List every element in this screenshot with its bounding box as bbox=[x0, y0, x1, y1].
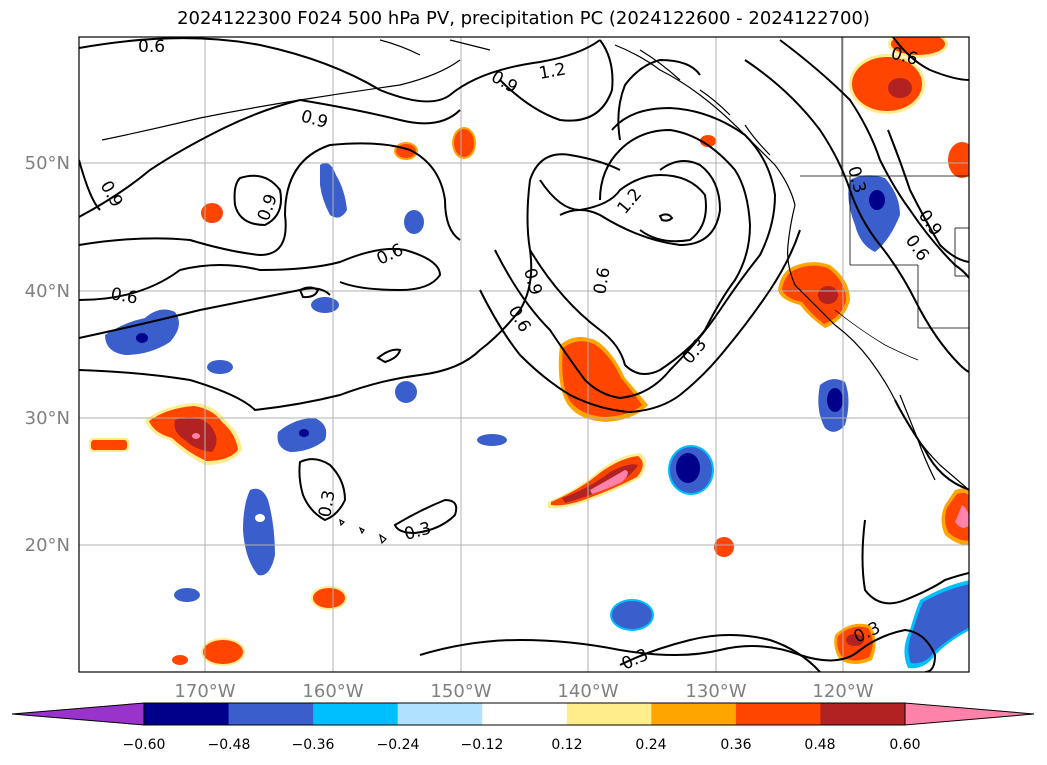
colorbar-segment bbox=[566, 703, 652, 725]
precip-negative-southeast bbox=[904, 580, 969, 669]
precip-positive-small-8 bbox=[172, 655, 188, 665]
lon-tick-label: 120°W bbox=[812, 681, 873, 702]
precip-positive-se bbox=[941, 488, 969, 546]
precip-positive-small-3 bbox=[201, 203, 223, 223]
precip-positive-small-2 bbox=[452, 127, 476, 159]
colorbar-tick-label: −0.60 bbox=[123, 737, 166, 753]
colorbar-tick-label: 0.24 bbox=[635, 737, 666, 753]
colorbar-tick-label: 0.12 bbox=[551, 737, 582, 753]
precip-negative-subtropical bbox=[668, 445, 714, 495]
map-gridlines bbox=[79, 37, 969, 672]
contour-label: 0.3 bbox=[315, 489, 339, 519]
colorbar: −0.60 −0.48 −0.36 −0.24 −0.12 0.12 0.24 … bbox=[11, 702, 1035, 753]
lat-tick-label: 30°N bbox=[25, 408, 70, 429]
colorbar-tick-label: −0.12 bbox=[461, 737, 504, 753]
precip-positive-small-7 bbox=[201, 638, 245, 666]
colorbar-segment bbox=[397, 703, 483, 725]
colorbar-frame bbox=[143, 702, 906, 726]
colorbar-tick-label: 0.36 bbox=[720, 737, 751, 753]
precip-negative-coast-mid bbox=[818, 379, 849, 432]
colorbar-tick-label: 0.60 bbox=[889, 737, 920, 753]
plot-area bbox=[79, 37, 969, 672]
precip-positive-east-edge bbox=[948, 142, 969, 178]
precip-positive-small-6 bbox=[311, 586, 347, 610]
colorbar-segment bbox=[144, 703, 230, 725]
map-title: 2024122300 F024 500 hPa PV, precipitatio… bbox=[177, 8, 870, 29]
precip-positive-small-1 bbox=[394, 142, 418, 160]
lon-tick-label: 140°W bbox=[557, 681, 618, 702]
colorbar-extend-low bbox=[11, 702, 145, 726]
plot-frame bbox=[78, 36, 970, 673]
colorbar-extend-high bbox=[904, 702, 1035, 726]
political-boundaries bbox=[800, 37, 969, 361]
colorbar-tick-label: −0.48 bbox=[208, 737, 251, 753]
precip-positive-california bbox=[778, 262, 850, 328]
colorbar-segment bbox=[228, 703, 314, 725]
precip-positive-small-4 bbox=[700, 135, 716, 147]
lat-tick-label: 40°N bbox=[25, 281, 70, 302]
colorbar-segment bbox=[735, 703, 821, 725]
contour-label: 0.6 bbox=[109, 284, 139, 308]
precip-negative-small-c bbox=[395, 381, 417, 403]
colorbar-tick-label: 0.48 bbox=[804, 737, 835, 753]
precip-negative-small-d bbox=[477, 434, 507, 446]
contour-label: 1.2 bbox=[537, 60, 567, 84]
lat-tick-label: 50°N bbox=[25, 153, 70, 174]
precip-positive-s-coast bbox=[834, 623, 876, 664]
colorbar-tick-label: −0.24 bbox=[377, 737, 420, 753]
colorbar-segment bbox=[482, 703, 568, 725]
colorbar-tick-label: −0.36 bbox=[292, 737, 335, 753]
lon-tick-label: 130°W bbox=[685, 681, 746, 702]
colorbar-segment bbox=[820, 703, 906, 725]
contour-label: 0.6 bbox=[138, 37, 165, 57]
precip-negative-west bbox=[105, 309, 179, 355]
colorbar-segments bbox=[144, 703, 906, 725]
precip-positive-far-west bbox=[89, 438, 129, 452]
precip-positive-small-5 bbox=[714, 537, 734, 557]
colorbar-segment bbox=[651, 703, 737, 725]
precip-negative-south bbox=[610, 599, 654, 631]
colorbar-segment bbox=[313, 703, 399, 725]
lon-tick-label: 150°W bbox=[430, 681, 491, 702]
colorbar-ticks: −0.60 −0.48 −0.36 −0.24 −0.12 0.12 0.24 … bbox=[123, 737, 921, 753]
precip-fields bbox=[89, 37, 969, 669]
lat-tick-label: 20°N bbox=[25, 535, 70, 556]
precip-negative-small-e bbox=[174, 588, 200, 602]
contour-label: 0.6 bbox=[590, 266, 614, 296]
precip-positive-ne bbox=[849, 54, 925, 114]
precip-positive-subtropical-band bbox=[548, 453, 646, 509]
lon-tick-label: 170°W bbox=[174, 681, 235, 702]
precip-negative-mid bbox=[277, 418, 327, 452]
precip-negative-nw-2 bbox=[404, 210, 424, 234]
precip-negative-small-b bbox=[207, 360, 233, 374]
precip-negative-hawaii-line bbox=[243, 488, 275, 576]
lat-axis: 50°N 40°N 30°N 20°N bbox=[25, 153, 70, 556]
precip-negative-small-a bbox=[311, 297, 339, 313]
lon-tick-label: 160°W bbox=[302, 681, 363, 702]
precip-negative-coast-north bbox=[848, 175, 900, 252]
lon-axis: 170°W 160°W 150°W 140°W 130°W 120°W bbox=[174, 681, 873, 702]
pv-contours bbox=[79, 37, 969, 672]
